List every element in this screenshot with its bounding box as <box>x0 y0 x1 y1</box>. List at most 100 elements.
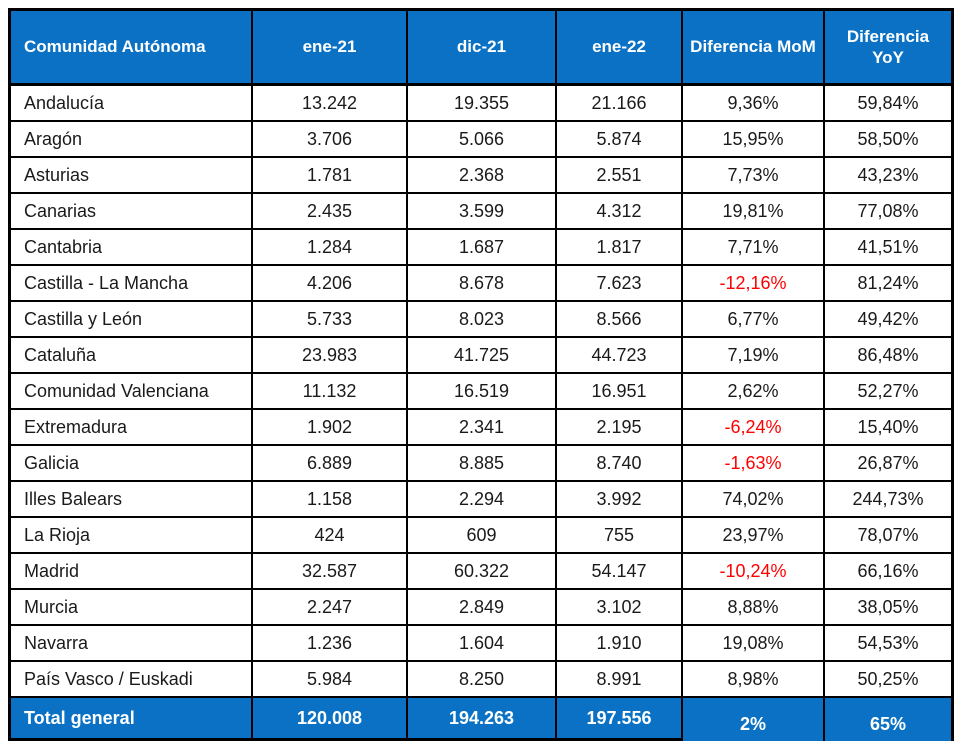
cell-comunidad: Andalucía <box>8 86 253 122</box>
cell-diferencia-yoy: 86,48% <box>825 338 954 374</box>
cell-diferencia-yoy: 41,51% <box>825 230 954 266</box>
cell-ene21: 11.132 <box>253 374 408 410</box>
cell-comunidad: Cantabria <box>8 230 253 266</box>
cell-ene22: 8.566 <box>557 302 683 338</box>
cell-dic21: 19.355 <box>408 86 557 122</box>
total-ene21: 120.008 <box>253 698 408 741</box>
cell-comunidad: Cataluña <box>8 338 253 374</box>
table-row: Asturias 1.781 2.368 2.551 7,73% 43,23% <box>8 158 954 194</box>
cell-diferencia-mom: 23,97% <box>683 518 825 554</box>
cell-ene21: 424 <box>253 518 408 554</box>
column-header-ene-22: ene-22 <box>557 8 683 86</box>
cell-dic21: 5.066 <box>408 122 557 158</box>
column-header-dic-21: dic-21 <box>408 8 557 86</box>
cell-ene22: 8.740 <box>557 446 683 482</box>
cell-ene21: 6.889 <box>253 446 408 482</box>
cell-diferencia-mom: 8,88% <box>683 590 825 626</box>
total-diferencia-mom: 2% <box>683 698 825 741</box>
column-header-comunidad-autonoma: Comunidad Autónoma <box>8 8 253 86</box>
cell-comunidad: Comunidad Valenciana <box>8 374 253 410</box>
cell-diferencia-yoy: 66,16% <box>825 554 954 590</box>
cell-diferencia-yoy: 43,23% <box>825 158 954 194</box>
cell-comunidad: Galicia <box>8 446 253 482</box>
cell-diferencia-yoy: 54,53% <box>825 626 954 662</box>
monthly-comparison-table: Comunidad Autónoma ene-21 dic-21 ene-22 … <box>8 8 954 741</box>
cell-diferencia-yoy: 38,05% <box>825 590 954 626</box>
cell-diferencia-yoy: 26,87% <box>825 446 954 482</box>
cell-diferencia-mom: 74,02% <box>683 482 825 518</box>
header-row: Comunidad Autónoma ene-21 dic-21 ene-22 … <box>8 8 954 86</box>
cell-ene21: 5.984 <box>253 662 408 698</box>
cell-dic21: 2.849 <box>408 590 557 626</box>
cell-comunidad: Navarra <box>8 626 253 662</box>
cell-diferencia-yoy: 49,42% <box>825 302 954 338</box>
cell-dic21: 2.341 <box>408 410 557 446</box>
cell-ene21: 1.158 <box>253 482 408 518</box>
table-row: Canarias 2.435 3.599 4.312 19,81% 77,08% <box>8 194 954 230</box>
cell-ene21: 2.435 <box>253 194 408 230</box>
cell-dic21: 8.250 <box>408 662 557 698</box>
cell-diferencia-mom: -12,16% <box>683 266 825 302</box>
cell-ene21: 1.236 <box>253 626 408 662</box>
total-ene22: 197.556 <box>557 698 683 741</box>
cell-diferencia-yoy: 244,73% <box>825 482 954 518</box>
table-row: Castilla y León 5.733 8.023 8.566 6,77% 49,42… <box>8 302 954 338</box>
cell-diferencia-yoy: 81,24% <box>825 266 954 302</box>
cell-diferencia-yoy: 77,08% <box>825 194 954 230</box>
cell-diferencia-mom: 19,08% <box>683 626 825 662</box>
table-row: La Rioja 424 609 755 23,97% 78,07% <box>8 518 954 554</box>
table-row: Andalucía 13.242 19.355 21.166 9,36% 59,84% <box>8 86 954 122</box>
cell-ene21: 1.902 <box>253 410 408 446</box>
cell-ene21: 1.284 <box>253 230 408 266</box>
cell-dic21: 2.294 <box>408 482 557 518</box>
cell-comunidad: Aragón <box>8 122 253 158</box>
cell-dic21: 1.687 <box>408 230 557 266</box>
table-row: Galicia 6.889 8.885 8.740 -1,63% 26,87% <box>8 446 954 482</box>
cell-diferencia-yoy: 78,07% <box>825 518 954 554</box>
total-dic21: 194.263 <box>408 698 557 741</box>
cell-dic21: 60.322 <box>408 554 557 590</box>
cell-ene22: 2.551 <box>557 158 683 194</box>
column-header-ene-21: ene-21 <box>253 8 408 86</box>
cell-comunidad: Castilla y León <box>8 302 253 338</box>
cell-ene22: 5.874 <box>557 122 683 158</box>
table-body: Andalucía 13.242 19.355 21.166 9,36% 59,84% Ar… <box>8 86 954 698</box>
cell-ene22: 1.817 <box>557 230 683 266</box>
cell-ene22: 7.623 <box>557 266 683 302</box>
cell-diferencia-mom: 2,62% <box>683 374 825 410</box>
cell-diferencia-yoy: 52,27% <box>825 374 954 410</box>
cell-dic21: 16.519 <box>408 374 557 410</box>
cell-dic21: 3.599 <box>408 194 557 230</box>
cell-diferencia-yoy: 50,25% <box>825 662 954 698</box>
cell-ene22: 3.102 <box>557 590 683 626</box>
cell-comunidad: País Vasco / Euskadi <box>8 662 253 698</box>
cell-diferencia-mom: 7,19% <box>683 338 825 374</box>
cell-ene22: 8.991 <box>557 662 683 698</box>
cell-ene22: 3.992 <box>557 482 683 518</box>
cell-diferencia-yoy: 15,40% <box>825 410 954 446</box>
table-row: Illes Balears 1.158 2.294 3.992 74,02% 244,73… <box>8 482 954 518</box>
cell-ene21: 32.587 <box>253 554 408 590</box>
total-diferencia-yoy: 65% <box>825 698 954 741</box>
cell-ene21: 2.247 <box>253 590 408 626</box>
cell-comunidad: Murcia <box>8 590 253 626</box>
cell-comunidad: Illes Balears <box>8 482 253 518</box>
cell-ene22: 44.723 <box>557 338 683 374</box>
cell-ene22: 755 <box>557 518 683 554</box>
total-label: Total general <box>8 698 253 741</box>
table-row: Cataluña 23.983 41.725 44.723 7,19% 86,48% <box>8 338 954 374</box>
table-row: País Vasco / Euskadi 5.984 8.250 8.991 8,98%… <box>8 662 954 698</box>
cell-dic21: 1.604 <box>408 626 557 662</box>
cell-dic21: 41.725 <box>408 338 557 374</box>
table-row: Extremadura 1.902 2.341 2.195 -6,24% 15,40% <box>8 410 954 446</box>
cell-ene22: 2.195 <box>557 410 683 446</box>
cell-ene21: 3.706 <box>253 122 408 158</box>
table-row: Madrid 32.587 60.322 54.147 -10,24% 66,16% <box>8 554 954 590</box>
cell-ene22: 4.312 <box>557 194 683 230</box>
cell-diferencia-mom: 15,95% <box>683 122 825 158</box>
table-row: Murcia 2.247 2.849 3.102 8,88% 38,05% <box>8 590 954 626</box>
cell-dic21: 609 <box>408 518 557 554</box>
cell-dic21: 8.023 <box>408 302 557 338</box>
cell-ene22: 16.951 <box>557 374 683 410</box>
cell-ene22: 21.166 <box>557 86 683 122</box>
